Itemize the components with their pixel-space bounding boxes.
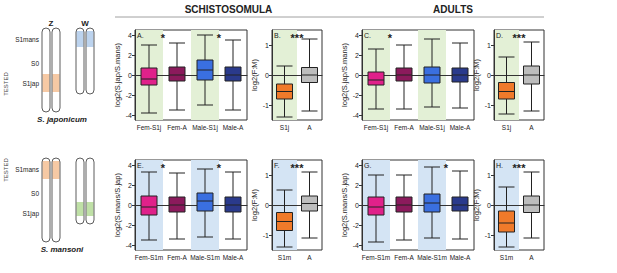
svg-text:SCHISTOSOMULA: SCHISTOSOMULA [185, 4, 273, 15]
svg-text:S. japonicum: S. japonicum [37, 115, 87, 124]
svg-text:-1: -1 [263, 102, 269, 109]
svg-text:2: 2 [355, 182, 359, 189]
svg-text:C.: C. [364, 32, 371, 39]
svg-text:*: * [161, 162, 166, 174]
svg-text:ADULTS: ADULTS [433, 4, 473, 15]
svg-text:4: 4 [355, 162, 359, 169]
svg-text:Z: Z [49, 19, 54, 28]
svg-text:log2(F:M): log2(F:M) [472, 58, 481, 91]
svg-text:*: * [444, 162, 449, 174]
svg-text:4: 4 [355, 32, 359, 39]
svg-text:0: 0 [355, 72, 359, 79]
svg-text:1: 1 [487, 172, 491, 179]
svg-text:2: 2 [128, 52, 132, 59]
svg-text:Male-S1m: Male-S1m [417, 254, 447, 261]
svg-text:*: * [217, 32, 222, 44]
svg-text:Male-A: Male-A [223, 254, 244, 261]
svg-text:log2(S.mans/S.jap): log2(S.mans/S.jap) [340, 173, 349, 237]
svg-text:Male-A: Male-A [223, 124, 244, 131]
svg-text:A: A [529, 124, 534, 131]
svg-text:Fem-S1m: Fem-S1m [135, 254, 164, 261]
svg-text:4: 4 [128, 162, 132, 169]
svg-text:-4: -4 [353, 242, 359, 249]
svg-text:0: 0 [265, 202, 269, 209]
svg-text:-4: -4 [353, 112, 359, 119]
svg-text:-4: -4 [126, 112, 132, 119]
svg-text:2: 2 [128, 182, 132, 189]
svg-text:S0: S0 [31, 190, 39, 197]
svg-text:Male-A: Male-A [450, 124, 471, 131]
svg-text:0: 0 [128, 202, 132, 209]
svg-text:F.: F. [274, 162, 280, 169]
svg-text:log2(F:M): log2(F:M) [250, 188, 259, 221]
svg-text:S1j: S1j [280, 124, 289, 132]
svg-text:-2: -2 [126, 222, 132, 229]
svg-text:S1m: S1m [500, 254, 513, 261]
svg-text:***: *** [291, 32, 305, 44]
svg-text:1: 1 [265, 172, 269, 179]
svg-text:1: 1 [487, 42, 491, 49]
svg-text:B.: B. [274, 32, 281, 39]
svg-text:-2: -2 [126, 92, 132, 99]
svg-text:Fem-A: Fem-A [167, 124, 187, 131]
svg-text:S1mans: S1mans [15, 166, 40, 173]
svg-text:S1jap: S1jap [22, 210, 39, 218]
svg-text:Fem-A: Fem-A [394, 124, 414, 131]
svg-text:Male-S1j: Male-S1j [192, 124, 218, 132]
svg-text:log2(F:M): log2(F:M) [250, 58, 259, 91]
svg-text:log2(F:M): log2(F:M) [472, 188, 481, 221]
svg-text:-1: -1 [263, 232, 269, 239]
svg-text:-2: -2 [353, 222, 359, 229]
svg-text:W: W [81, 19, 89, 28]
svg-text:S0: S0 [31, 60, 39, 67]
svg-text:Fem-S1m: Fem-S1m [362, 254, 391, 261]
svg-text:E.: E. [137, 162, 144, 169]
svg-text:S1m: S1m [278, 254, 291, 261]
svg-text:Male-A: Male-A [450, 254, 471, 261]
svg-text:A: A [307, 254, 312, 261]
svg-text:0: 0 [355, 202, 359, 209]
svg-text:log2(S.jap/S.mans): log2(S.jap/S.mans) [113, 43, 122, 107]
svg-text:S1mans: S1mans [15, 36, 40, 43]
svg-text:-2: -2 [353, 92, 359, 99]
svg-text:*: * [161, 32, 166, 44]
svg-text:Fem-A: Fem-A [394, 254, 414, 261]
svg-text:0: 0 [128, 72, 132, 79]
svg-text:Fem-S1j: Fem-S1j [137, 124, 162, 132]
svg-text:Male-S1m: Male-S1m [190, 254, 220, 261]
svg-text:Fem-A: Fem-A [167, 254, 187, 261]
svg-text:TESTED: TESTED [3, 72, 9, 96]
svg-text:0: 0 [265, 72, 269, 79]
svg-text:-1: -1 [485, 232, 491, 239]
svg-text:log2(S.mans/S.jap): log2(S.mans/S.jap) [113, 173, 122, 237]
svg-text:-4: -4 [126, 242, 132, 249]
svg-text:Fem-S1j: Fem-S1j [364, 124, 389, 132]
svg-text:2: 2 [355, 52, 359, 59]
svg-text:log2(S.jap/S.mans): log2(S.jap/S.mans) [340, 43, 349, 107]
svg-text:Male-S1j: Male-S1j [419, 124, 445, 132]
svg-text:A.: A. [137, 32, 144, 39]
svg-text:TESTED: TESTED [3, 158, 9, 182]
svg-text:S. mansoni: S. mansoni [41, 245, 84, 254]
svg-text:*: * [217, 162, 222, 174]
svg-text:S1j: S1j [502, 124, 511, 132]
svg-text:0: 0 [487, 72, 491, 79]
svg-text:-1: -1 [485, 102, 491, 109]
svg-text:H.: H. [496, 162, 503, 169]
svg-text:4: 4 [128, 32, 132, 39]
svg-text:1: 1 [265, 42, 269, 49]
svg-text:A: A [529, 254, 534, 261]
svg-text:*: * [388, 32, 393, 44]
svg-text:0: 0 [487, 202, 491, 209]
svg-text:S1jap: S1jap [22, 80, 39, 88]
svg-text:A: A [307, 124, 312, 131]
svg-text:D.: D. [496, 32, 503, 39]
svg-text:G.: G. [364, 162, 371, 169]
